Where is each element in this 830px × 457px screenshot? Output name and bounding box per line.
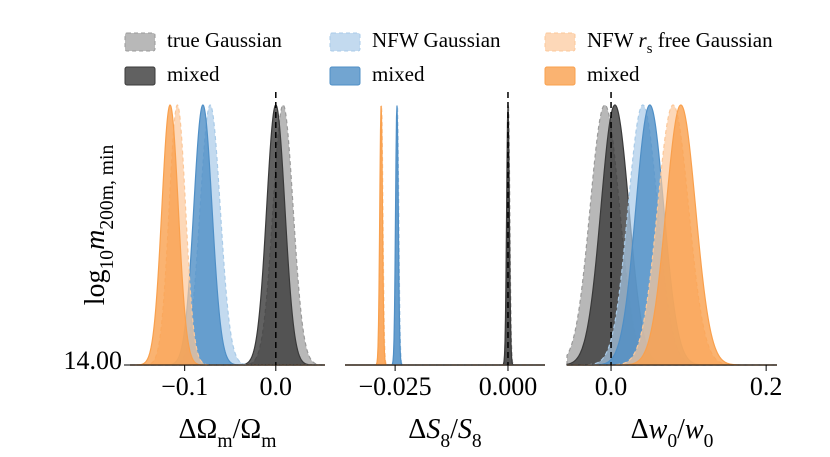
density-curve [345, 106, 545, 366]
text-part: NFW [587, 28, 639, 52]
text-part: r [639, 28, 648, 52]
y-axis-label: log10m200m, min [80, 145, 118, 306]
text-part: Δ [631, 414, 649, 445]
density-curve [567, 104, 777, 366]
text-part: Δ [408, 414, 426, 445]
legend-swatch [124, 32, 156, 52]
text-part: true Gaussian [167, 28, 282, 52]
text-part: log [80, 269, 111, 305]
x-axis-label: ΔS8/S8 [408, 414, 482, 452]
x-tick-label: 0.0 [595, 372, 628, 401]
x-tick-label: 0.000 [479, 372, 538, 401]
text-part: mixed [167, 62, 220, 86]
legend-label: mixed [167, 62, 220, 86]
text-part: 10 [97, 250, 118, 270]
text-part: s [647, 41, 653, 57]
x-tick-label: −0.025 [359, 372, 432, 401]
legend-label: true Gaussian [167, 28, 282, 52]
legend-swatch [329, 66, 361, 86]
legend-swatch [544, 66, 576, 86]
text-part: ΔΩ [179, 414, 218, 445]
legend-swatch [544, 32, 576, 52]
text-part: mixed [587, 62, 640, 86]
text-part: m [261, 431, 276, 452]
density-curve [345, 105, 545, 366]
text-part: free Gaussian [652, 28, 773, 52]
legend-label: NFW Gaussian [372, 28, 501, 52]
density-curve [345, 105, 545, 366]
text-part: m [80, 230, 111, 250]
text-part: NFW Gaussian [372, 28, 501, 52]
x-axis-label: Δw0/w0 [631, 414, 714, 452]
text-part: 8 [440, 431, 450, 452]
legend-swatch [329, 32, 361, 52]
text-part: w [685, 414, 704, 445]
legend-label: mixed [587, 62, 640, 86]
y-tick-label: 14.00 [64, 346, 123, 375]
x-tick-label: −0.1 [161, 372, 208, 401]
text-part: 0 [704, 431, 714, 452]
text-part: 0 [667, 431, 677, 452]
x-axis-label: ΔΩm/Ωm [179, 414, 277, 452]
text-part: / [677, 414, 685, 445]
x-tick-label: 0.0 [260, 372, 293, 401]
legend-label: NFW rs free Gaussian [587, 28, 773, 58]
text-part: S [426, 414, 440, 445]
text-part: w [649, 414, 668, 445]
text-part: /Ω [233, 414, 262, 445]
x-tick-label: 0.2 [750, 372, 783, 401]
density-curve [345, 105, 545, 366]
text-part: m [217, 431, 232, 452]
text-part: 200m, min [97, 145, 118, 230]
density-curve [345, 105, 545, 366]
text-part: / [450, 414, 458, 445]
legend-swatch [124, 66, 156, 86]
density-curve [345, 105, 545, 366]
legend-label: mixed [372, 62, 425, 86]
text-part: S [458, 414, 472, 445]
text-part: mixed [372, 62, 425, 86]
text-part: 8 [472, 431, 482, 452]
